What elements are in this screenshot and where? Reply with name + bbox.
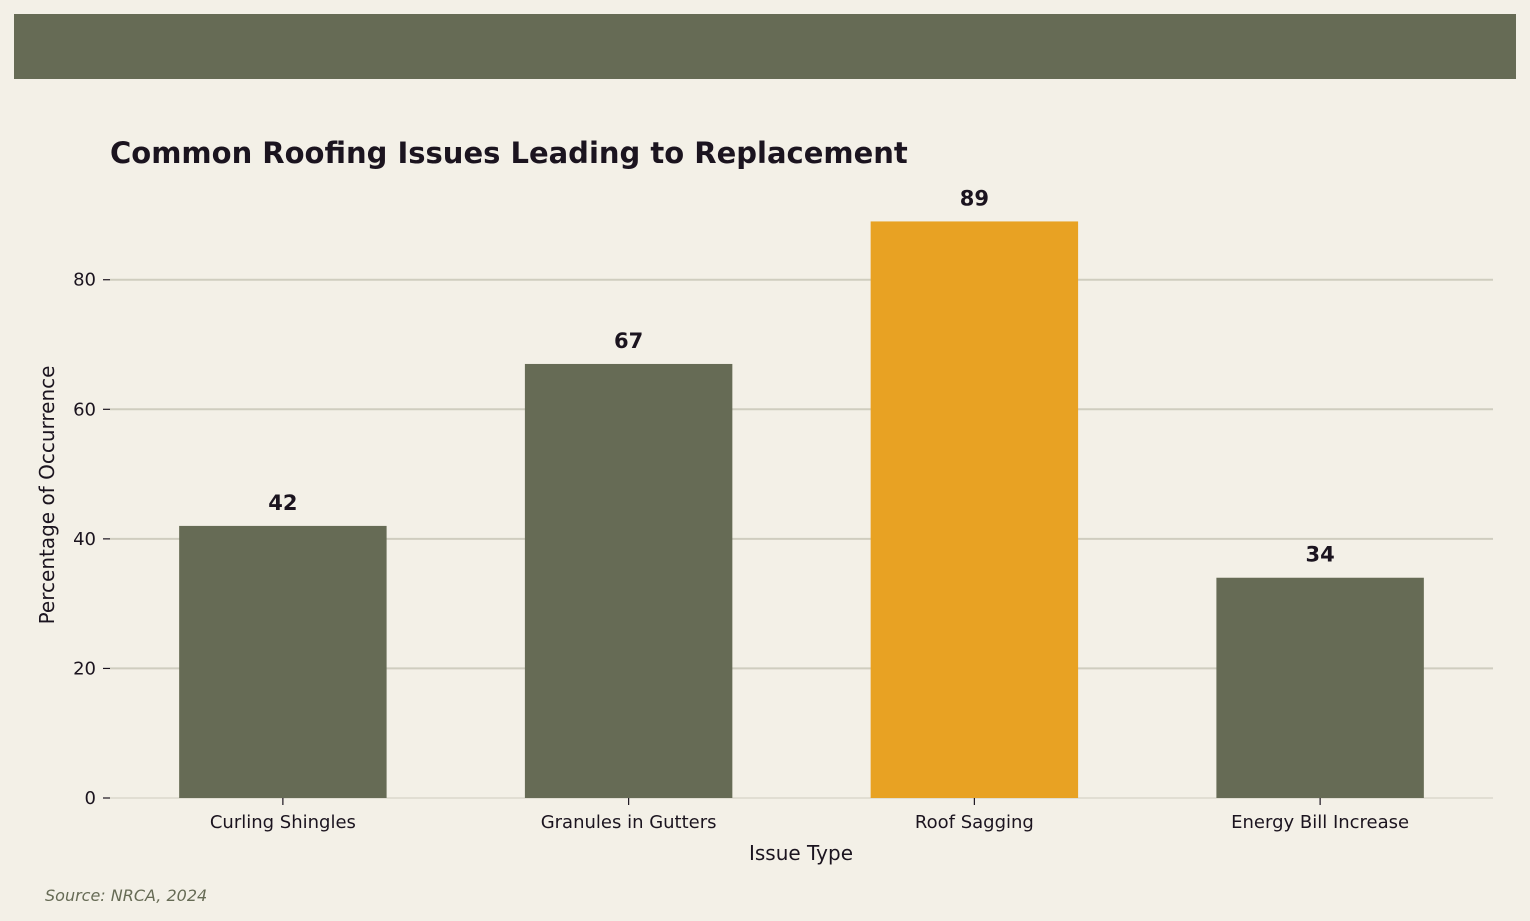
header-band — [14, 14, 1516, 79]
bars — [179, 221, 1424, 798]
bar-value-label: 42 — [268, 491, 297, 515]
chart-title: Common Roofing Issues Leading to Replace… — [110, 136, 908, 170]
y-axis: 0 20 40 60 80 — [73, 270, 110, 809]
bar-value-label: 89 — [960, 186, 989, 210]
x-tick-label: Energy Bill Increase — [1231, 812, 1409, 833]
bar-roof-sagging — [870, 221, 1079, 798]
x-tick-label: Roof Sagging — [915, 812, 1034, 833]
y-tick-label: 60 — [73, 399, 96, 420]
y-tick-label: 80 — [73, 270, 96, 291]
x-axis-label: Issue Type — [749, 841, 853, 865]
bar-energy-bill-increase — [1216, 577, 1424, 798]
bar-granules-in-gutters — [524, 363, 733, 798]
y-axis-label: Percentage of Occurrence — [35, 366, 59, 625]
y-tick-label: 0 — [85, 788, 96, 809]
bar-curling-shingles — [179, 525, 387, 798]
x-axis: Curling Shingles Granules in Gutters Roof … — [210, 798, 1409, 833]
bar-value-label: 67 — [614, 329, 643, 353]
x-tick-label: Granules in Gutters — [541, 812, 717, 833]
y-tick-label: 20 — [73, 658, 96, 679]
bar-value-label: 34 — [1306, 543, 1335, 567]
x-tick-label: Curling Shingles — [210, 812, 356, 833]
bar-value-labels: 42 67 89 34 — [268, 186, 1334, 566]
y-tick-label: 40 — [73, 529, 96, 550]
source-note: Source: NRCA, 2024 — [45, 886, 208, 905]
